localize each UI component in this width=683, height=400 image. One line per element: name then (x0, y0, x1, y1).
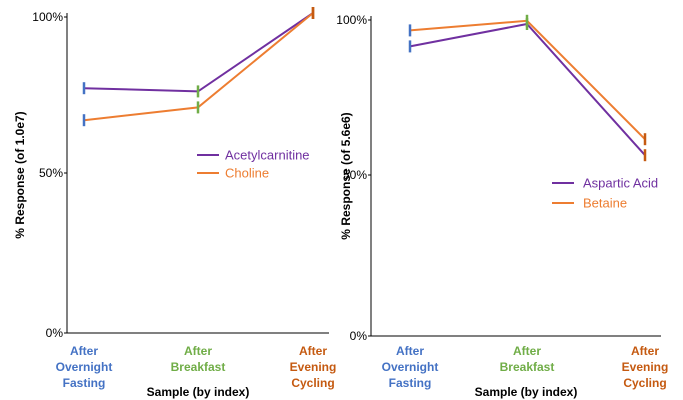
x-axis-label: Sample (by index) (147, 385, 250, 399)
legend-label: Choline (225, 166, 269, 181)
y-axis-label: % Response (of 5.6e6) (339, 112, 353, 239)
legend-label: Acetylcarnitine (225, 148, 310, 163)
y-axis-label: % Response (of 1.0e7) (13, 111, 27, 238)
y-tick-label: 50% (39, 166, 63, 180)
x-tick-label: After Evening Cycling (622, 344, 669, 390)
y-tick-label: 100% (32, 10, 63, 24)
series-line-1 (409, 22, 646, 156)
x-tick-label: After Evening Cycling (290, 344, 337, 390)
x-tick-label: After Overnight Fasting (382, 344, 439, 390)
series-line-1 (83, 12, 314, 93)
x-tick-label: After Overnight Fasting (56, 344, 113, 390)
legend-label: Betaine (583, 196, 627, 211)
y-tick-label: 0% (46, 326, 64, 340)
y-tick-label: 100% (336, 13, 367, 27)
x-tick-label: After Breakfast (171, 344, 226, 374)
y-tick-label: 50% (343, 168, 367, 182)
x-axis-label: Sample (by index) (475, 385, 578, 399)
y-tick-label: 0% (350, 329, 368, 343)
chart-panel-2: 0% 50% 100% % Response (of 5.6e6) After Overn… (336, 13, 668, 399)
legend-label: Aspartic Acid (583, 176, 658, 191)
x-tick-label: After Breakfast (500, 344, 555, 374)
chart-panel-1: 0% 50% 100% % Response (of 1.0e7) After Overn… (13, 7, 336, 399)
series-line-2 (409, 19, 646, 140)
